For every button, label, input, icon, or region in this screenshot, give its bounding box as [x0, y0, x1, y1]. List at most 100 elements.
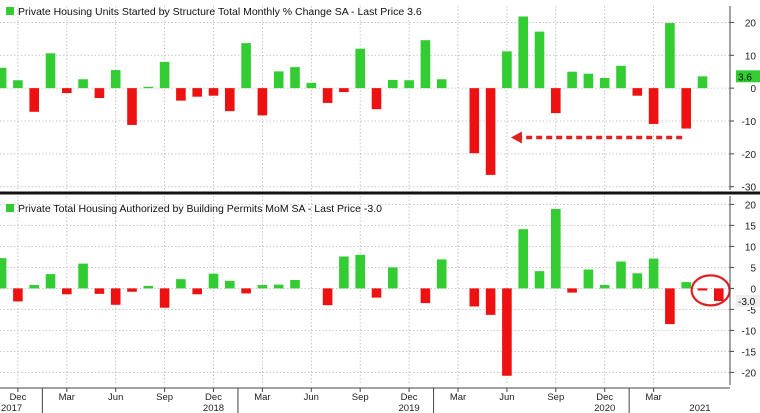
bar	[388, 267, 398, 289]
bar	[502, 288, 512, 376]
bar	[13, 80, 23, 89]
y-tick-label: 10	[745, 51, 757, 62]
bar	[143, 285, 154, 289]
year-label: 2017	[1, 403, 22, 413]
chart-panel-housing-starts: 20 10 0 -10 -20 -30 Private Housing Units Sta…	[0, 6, 760, 194]
bar	[143, 86, 154, 89]
bar	[192, 288, 202, 295]
bar	[127, 288, 137, 292]
bar	[225, 280, 235, 289]
bar	[225, 88, 235, 112]
bar	[551, 209, 561, 289]
year-label: 2021	[689, 403, 710, 413]
bar	[534, 31, 545, 89]
bar	[78, 79, 88, 89]
bar	[241, 288, 251, 294]
bar	[681, 88, 691, 129]
bar	[45, 274, 56, 289]
bar	[339, 88, 349, 93]
bar	[648, 258, 659, 289]
bar	[78, 263, 88, 289]
bar	[436, 259, 447, 289]
y-tick-label: 15	[745, 221, 757, 232]
bar	[502, 51, 512, 89]
last-price-box	[736, 295, 760, 307]
year-label: 2020	[594, 403, 615, 413]
bar	[322, 288, 333, 306]
x-tick-label: Sep	[352, 392, 369, 403]
bar	[632, 88, 643, 96]
x-tick-label: Mar	[450, 392, 466, 403]
chart-title: Private Total Housing Authorized by Buil…	[18, 203, 382, 215]
y-tick-label: -15	[742, 347, 757, 358]
bar	[273, 71, 284, 89]
bar	[518, 229, 528, 289]
bar	[648, 88, 659, 124]
bar	[697, 76, 708, 89]
annotation-circle	[690, 274, 731, 307]
year-label: 2019	[399, 403, 420, 413]
bar	[62, 88, 72, 94]
bar	[534, 271, 545, 289]
bar	[110, 70, 121, 89]
annotation-layer	[510, 131, 683, 144]
bar	[176, 279, 186, 289]
x-tick-label: Dec	[9, 392, 26, 403]
x-tick-label: Dec	[205, 392, 222, 403]
bar	[208, 273, 219, 289]
y-tick-label: -20	[742, 368, 757, 379]
last-price-box	[736, 70, 760, 83]
bar	[192, 88, 202, 97]
bar	[469, 88, 480, 154]
y-tick-label: -20	[742, 150, 757, 161]
y-tick-label: -30	[742, 183, 757, 194]
bar	[371, 88, 382, 110]
x-tick-label: Jun	[499, 392, 514, 403]
bar	[420, 288, 431, 304]
bar	[290, 280, 300, 289]
x-axis: Dec Mar Jun Sep Dec Mar Jun Sep Dec Mar Jun Sep Dec M…	[0, 387, 730, 413]
legend-swatch	[6, 7, 14, 15]
y-tick-label: 20	[745, 200, 757, 211]
bar	[632, 273, 643, 289]
x-tick-label: Dec	[401, 392, 418, 403]
annotation-arrow-head	[510, 131, 522, 144]
bar	[94, 288, 105, 294]
bar-series	[0, 209, 724, 376]
bar-series	[0, 16, 708, 175]
grid-lines	[0, 196, 730, 385]
bar	[469, 288, 480, 307]
x-tick-label: Mar	[254, 392, 270, 403]
legend-swatch	[6, 204, 14, 212]
x-tick-label: Jun	[304, 392, 319, 403]
legend: Private Housing Units Started by Structu…	[6, 6, 422, 18]
bar	[567, 288, 577, 293]
x-tick-label: Dec	[596, 392, 613, 403]
legend: Private Total Housing Authorized by Buil…	[6, 203, 382, 215]
y-tick-label: 0	[750, 284, 756, 295]
bar	[0, 258, 7, 289]
x-tick-label: Jun	[108, 392, 123, 403]
bar	[485, 88, 496, 175]
grid-lines	[0, 6, 730, 190]
y-tick-label: 5	[750, 263, 756, 274]
bar	[159, 61, 170, 89]
chart-title: Private Housing Units Started by Structu…	[18, 6, 422, 18]
x-tick-label: Sep	[547, 392, 564, 403]
bar	[290, 67, 300, 89]
bar	[176, 88, 186, 101]
last-price-label: 3.6	[736, 70, 760, 83]
bar	[159, 288, 170, 308]
bar	[257, 88, 268, 116]
bar	[257, 285, 268, 289]
bar	[208, 88, 219, 96]
bar	[29, 285, 39, 289]
last-price-label: -3.0	[736, 295, 760, 308]
bar	[681, 282, 691, 289]
y-tick-label: 20	[745, 18, 757, 29]
bar	[665, 23, 675, 89]
bar	[355, 254, 365, 289]
bar	[0, 67, 7, 89]
bar	[322, 88, 333, 103]
